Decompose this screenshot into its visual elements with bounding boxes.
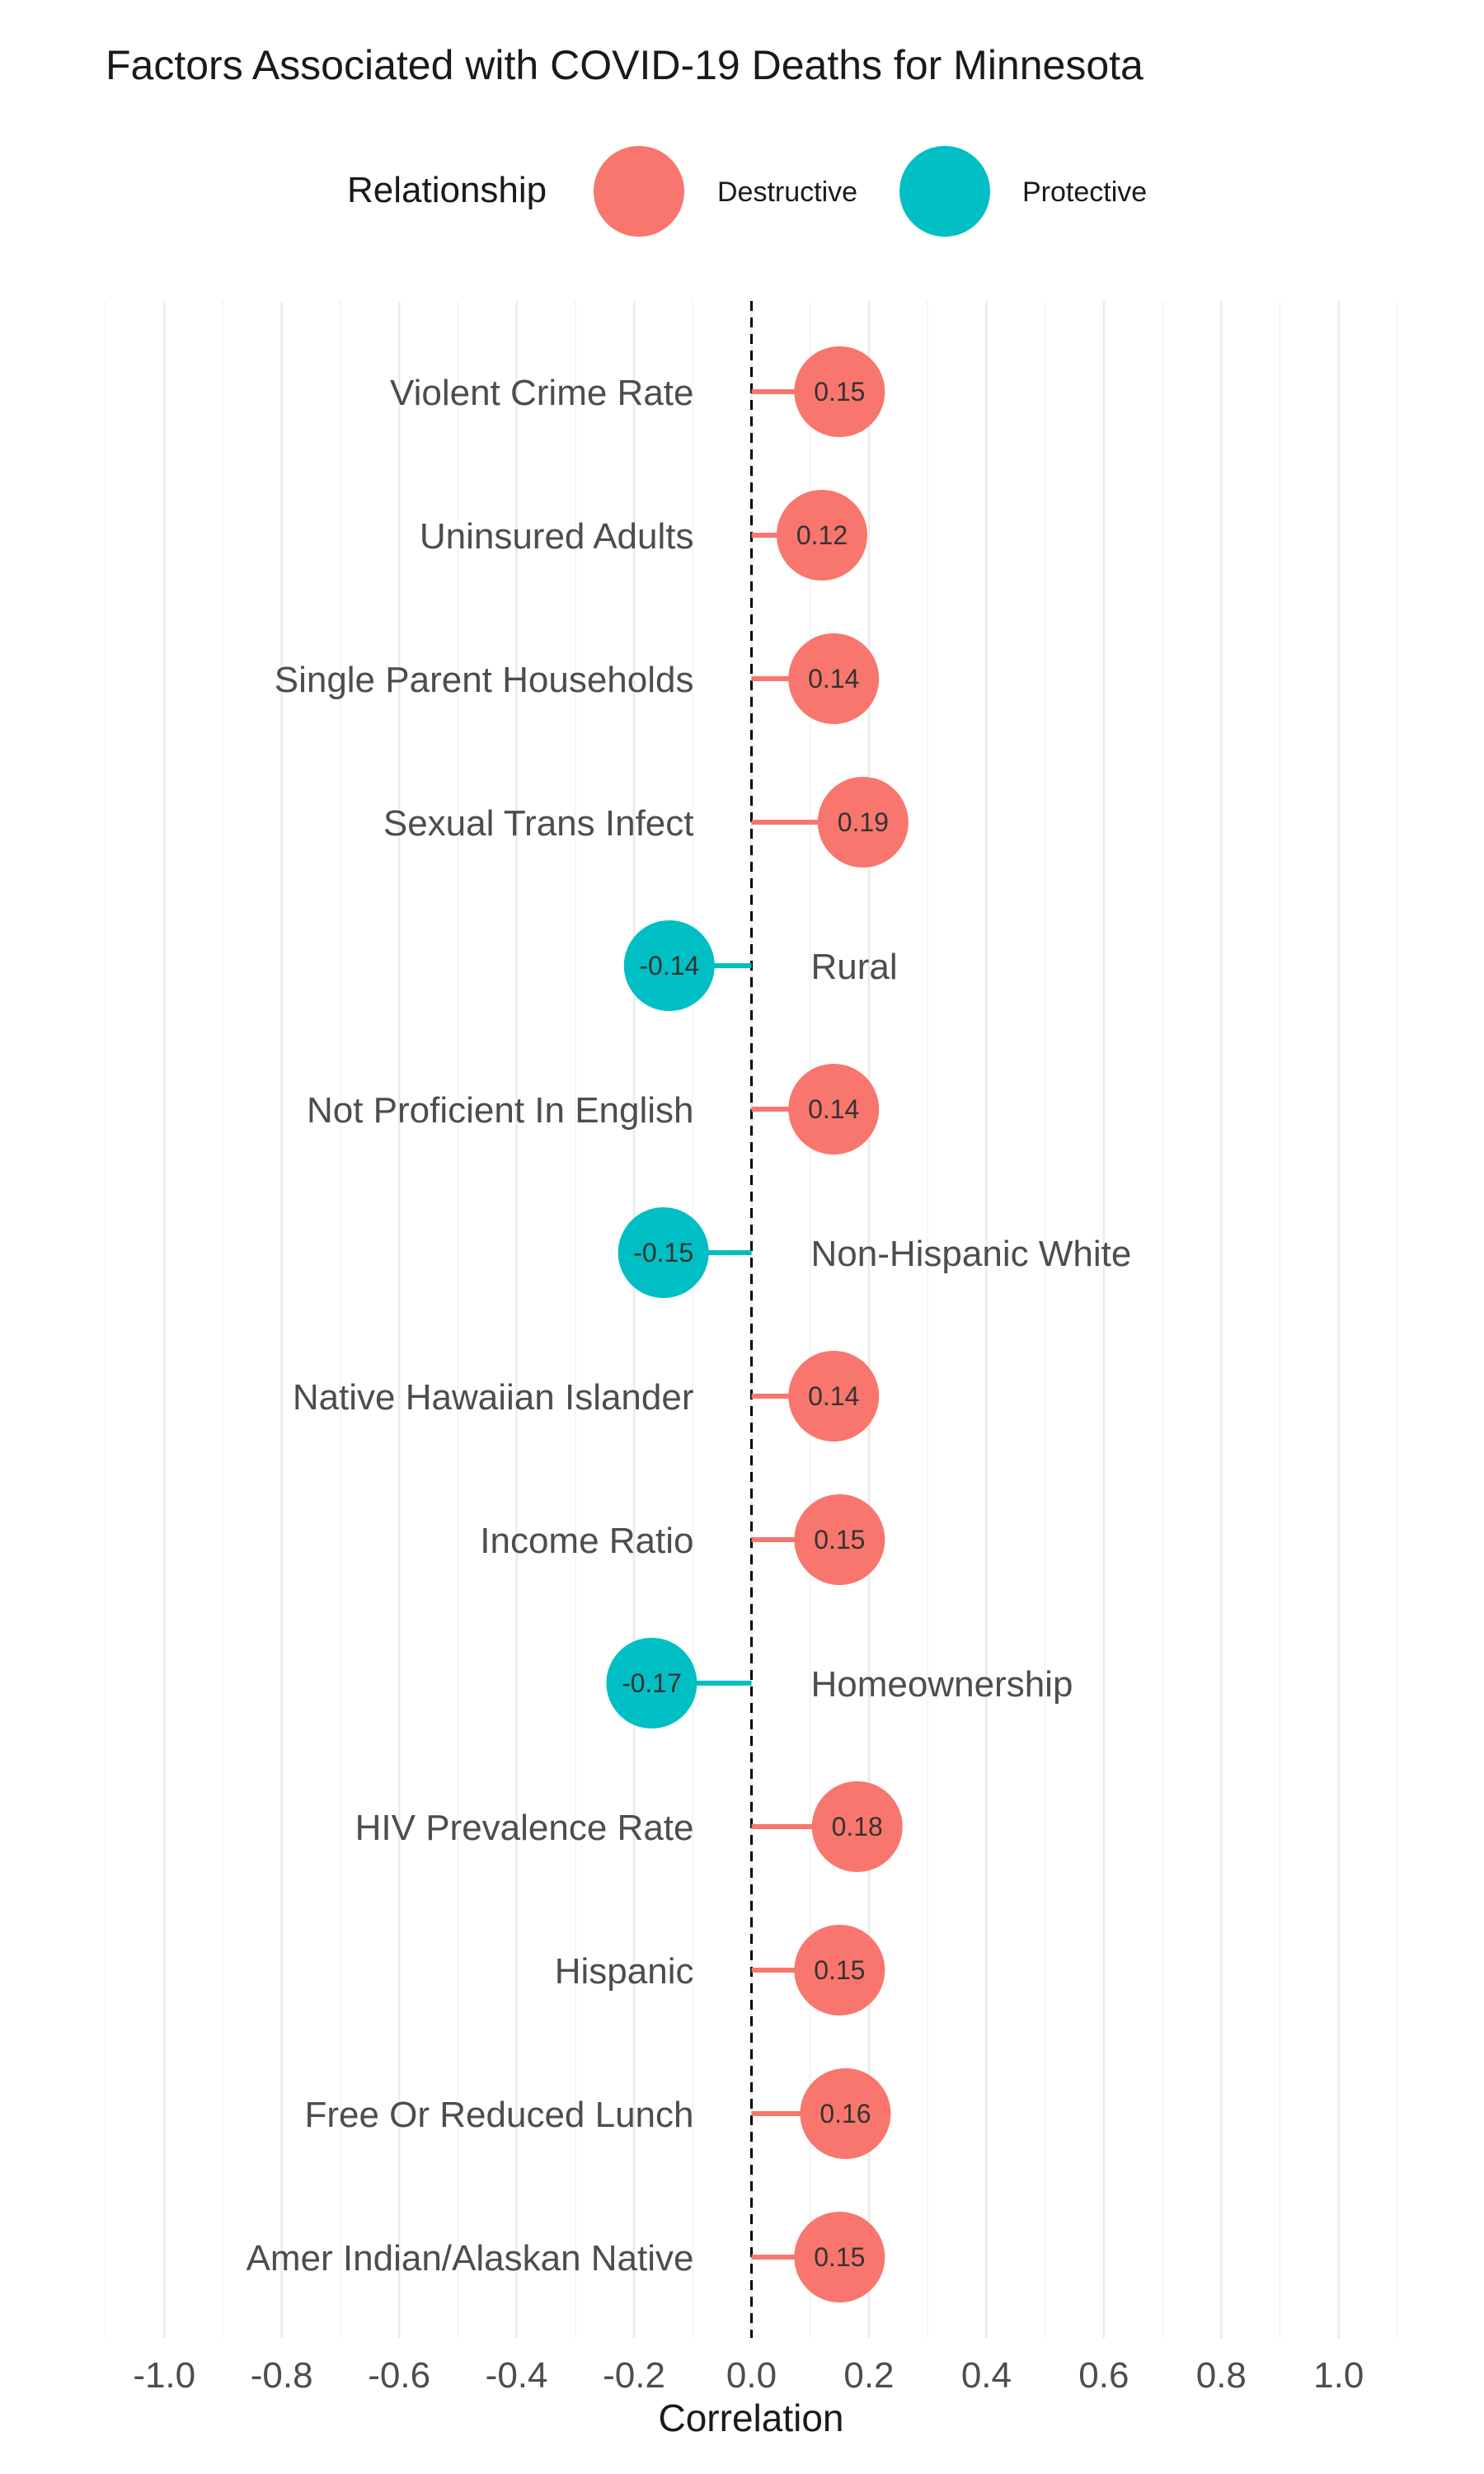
value-label: 0.16 <box>819 2099 871 2128</box>
category-label: Income Ratio <box>480 1521 693 1561</box>
legend-key-protective <box>899 146 990 237</box>
category-label: Uninsured Adults <box>420 516 694 557</box>
lollipop-point <box>623 920 715 1011</box>
x-tick-label: -1.0 <box>133 2355 195 2396</box>
category-label: Non-Hispanic White <box>811 1234 1132 1274</box>
lollipop-point <box>776 490 867 581</box>
category-label: Free Or Reduced Lunch <box>304 2095 693 2135</box>
x-tick-label: 0.6 <box>1078 2355 1129 2396</box>
x-axis: -1.0 -0.8 -0.6 -0.4 -0.2 0.0 0.2 0.4 0.6 0.8 1.0 <box>133 2355 1364 2396</box>
legend-key-destructive <box>594 146 684 237</box>
value-label: 0.15 <box>814 1525 865 1554</box>
lollipop-point <box>794 1494 885 1585</box>
category-label: Native Hawaiian Islander <box>293 1377 694 1418</box>
x-tick-label: 0.2 <box>843 2355 894 2396</box>
x-tick-label: 0.8 <box>1196 2355 1247 2396</box>
value-label: 0.15 <box>814 2242 865 2272</box>
x-tick-label: -0.6 <box>368 2355 430 2396</box>
value-label: 0.14 <box>808 1094 859 1124</box>
category-label: Violent Crime Rate <box>390 373 693 413</box>
lollipop-point <box>800 2068 891 2159</box>
value-label: 0.14 <box>808 664 859 694</box>
value-label: -0.17 <box>622 1668 682 1698</box>
lollipop-point <box>794 1925 885 2015</box>
value-label: 0.15 <box>814 377 865 407</box>
value-label: -0.15 <box>633 1238 693 1268</box>
lollipop-point <box>817 777 909 868</box>
x-tick-label: 1.0 <box>1313 2355 1364 2396</box>
value-label: 0.15 <box>814 1955 865 1985</box>
chart-title: Factors Associated with COVID-19 Deaths … <box>106 42 1144 88</box>
plot-marks: 0.15 Violent Crime Rate 0.12 Uninsured Adul… <box>247 346 1132 2302</box>
lollipop-point <box>788 1064 880 1155</box>
category-label: Rural <box>811 947 898 987</box>
value-label: -0.14 <box>639 951 699 981</box>
legend-entries: Destructive Protective <box>594 146 1147 237</box>
category-label: Sexual Trans Infect <box>383 803 694 844</box>
value-label: 0.14 <box>808 1381 859 1411</box>
category-label: Not Proficient In English <box>307 1090 694 1131</box>
x-tick-label: 0.0 <box>726 2355 777 2396</box>
legend: Relationship Destructive Protective <box>347 146 1147 237</box>
category-label: Single Parent Households <box>275 660 694 700</box>
category-label: Hispanic <box>555 1951 694 1992</box>
category-label: Amer Indian/Alaskan Native <box>247 2238 694 2279</box>
x-axis-title: Correlation <box>659 2396 844 2439</box>
lollipop-point <box>794 2212 885 2302</box>
lollipop-point <box>794 346 885 437</box>
lollipop-point <box>606 1638 697 1729</box>
value-label: 0.12 <box>796 520 848 550</box>
lollipop-point <box>788 633 880 724</box>
x-tick-label: 0.4 <box>961 2355 1012 2396</box>
x-tick-label: -0.8 <box>251 2355 313 2396</box>
x-tick-label: -0.2 <box>603 2355 665 2396</box>
lollipop-point <box>788 1351 880 1442</box>
value-label: 0.18 <box>832 1812 883 1841</box>
value-label: 0.19 <box>838 807 889 837</box>
plot-grid <box>105 301 1398 2338</box>
category-label: Homeownership <box>811 1664 1073 1705</box>
x-tick-label: -0.4 <box>486 2355 548 2396</box>
legend-label-destructive: Destructive <box>717 176 857 208</box>
legend-title: Relationship <box>347 170 547 210</box>
legend-label-protective: Protective <box>1022 176 1147 208</box>
lollipop-point <box>811 1781 903 1872</box>
category-label: HIV Prevalence Rate <box>355 1808 694 1848</box>
lollipop-point <box>618 1207 709 1298</box>
